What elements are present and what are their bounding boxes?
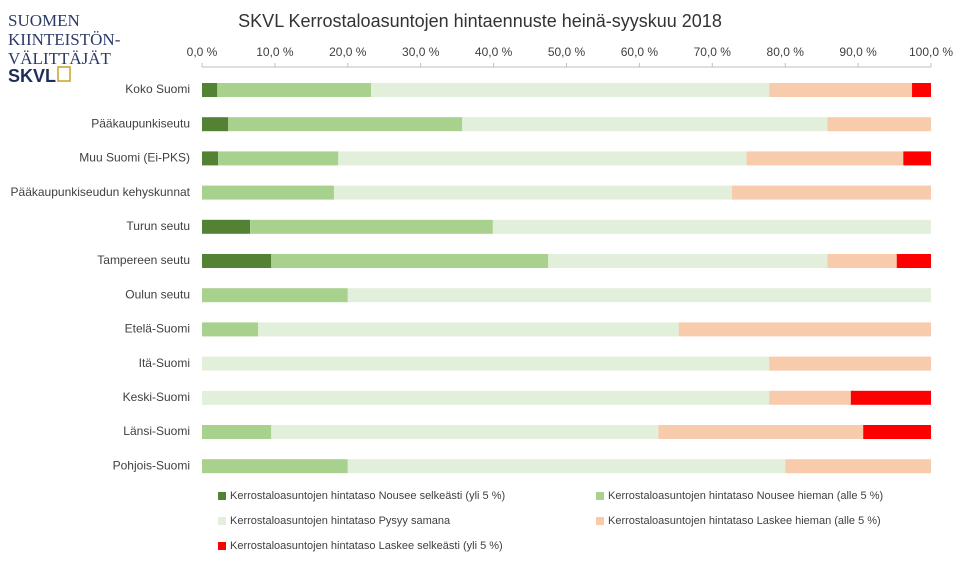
legend-swatch xyxy=(596,517,604,525)
bar-segment xyxy=(769,356,931,371)
bar-segment xyxy=(678,322,931,337)
bar-segment xyxy=(202,459,348,474)
bar-segment xyxy=(746,151,904,166)
legend-label: Kerrostaloasuntojen hintataso Laskee sel… xyxy=(230,540,503,552)
bar-segment xyxy=(785,459,931,474)
bar-segment xyxy=(903,151,931,166)
bar-segment xyxy=(202,254,272,268)
x-tick-label: 60,0 % xyxy=(621,45,659,59)
x-tick-label: 80,0 % xyxy=(767,45,805,59)
x-tick-label: 90,0 % xyxy=(839,45,877,59)
legend-swatch xyxy=(218,542,226,550)
bar-segment xyxy=(658,425,864,439)
logo-line: VÄLITTÄJÄT xyxy=(8,49,112,68)
bar-segment xyxy=(338,151,747,166)
bar-segment xyxy=(271,254,549,268)
legend-label: Kerrostaloasuntojen hintataso Nousee sel… xyxy=(230,490,505,502)
x-tick-label: 100,0 % xyxy=(909,45,953,59)
bar-segment xyxy=(462,117,828,132)
bar-segment xyxy=(218,151,339,166)
bar-segment xyxy=(769,390,851,405)
logo-line: KIINTEISTÖN- xyxy=(8,30,121,49)
bar-segment xyxy=(258,322,679,337)
bar-segment xyxy=(202,288,348,303)
x-tick-label: 40,0 % xyxy=(475,45,513,59)
y-tick-label: Pohjois-Suomi xyxy=(113,458,190,472)
x-tick-label: 0,0 % xyxy=(187,45,218,59)
y-tick-label: Keski-Suomi xyxy=(123,390,190,404)
y-tick-label: Etelä-Suomi xyxy=(125,322,190,336)
y-tick-label: Tampereen seutu xyxy=(97,253,190,267)
bar-segment xyxy=(548,254,828,268)
legend-swatch xyxy=(218,492,226,500)
bar-segment xyxy=(731,185,931,200)
y-tick-label: Koko Suomi xyxy=(125,82,190,96)
bar-segment xyxy=(202,219,251,234)
logo: SUOMEN KIINTEISTÖN- VÄLITTÄJÄT SKVL xyxy=(8,11,121,86)
legend-swatch xyxy=(218,517,226,525)
bar-segment xyxy=(202,151,219,166)
bar-segment xyxy=(827,117,931,132)
bar-segment xyxy=(217,83,372,97)
bar-segment xyxy=(202,356,770,371)
bar-segment xyxy=(271,425,659,439)
x-tick-label: 30,0 % xyxy=(402,45,440,59)
logo-line: SUOMEN xyxy=(8,11,80,30)
legend-label: Kerrostaloasuntojen hintataso Laskee hie… xyxy=(608,515,881,527)
x-tick-label: 20,0 % xyxy=(329,45,367,59)
logo-brand: SKVL xyxy=(8,66,56,86)
x-tick-label: 10,0 % xyxy=(256,45,294,59)
bar-segment xyxy=(912,83,931,97)
x-tick-label: 70,0 % xyxy=(694,45,732,59)
y-tick-label: Länsi-Suomi xyxy=(123,424,190,438)
bar-segment xyxy=(863,425,931,439)
y-tick-label: Oulun seutu xyxy=(125,287,190,301)
bar-segment xyxy=(202,390,770,405)
bar-segment xyxy=(202,117,229,132)
y-tick-label: Itä-Suomi xyxy=(139,356,190,370)
y-tick-label: Pääkaupunkiseutu xyxy=(91,116,190,130)
chart-title: SKVL Kerrostaloasuntojen hintaennuste he… xyxy=(238,11,722,31)
y-tick-label: Turun seutu xyxy=(126,219,190,233)
legend-label: Kerrostaloasuntojen hintataso Pysyy sama… xyxy=(230,515,451,527)
legend-swatch xyxy=(596,492,604,500)
bar-segment xyxy=(769,83,913,97)
y-tick-label: Muu Suomi (Ei-PKS) xyxy=(79,151,190,165)
y-tick-label: Pääkaupunkiseudun kehyskunnat xyxy=(11,185,191,199)
bar-segment xyxy=(896,254,931,268)
bar-segment xyxy=(850,390,931,405)
bar-segment xyxy=(202,185,334,200)
bar-segment xyxy=(250,219,493,234)
bar-segment xyxy=(492,219,931,234)
bar-segment xyxy=(827,254,897,268)
bar-segment xyxy=(202,425,272,439)
bar-segment xyxy=(347,459,786,474)
x-tick-label: 50,0 % xyxy=(548,45,586,59)
legend-label: Kerrostaloasuntojen hintataso Nousee hie… xyxy=(608,490,883,502)
bar-segment xyxy=(202,322,259,337)
bar-segment xyxy=(371,83,770,97)
logo-icon xyxy=(57,66,71,82)
bar-segment xyxy=(333,185,732,200)
bar-segment xyxy=(228,117,463,132)
bar-segment xyxy=(347,288,931,303)
bar-segment xyxy=(202,83,218,97)
